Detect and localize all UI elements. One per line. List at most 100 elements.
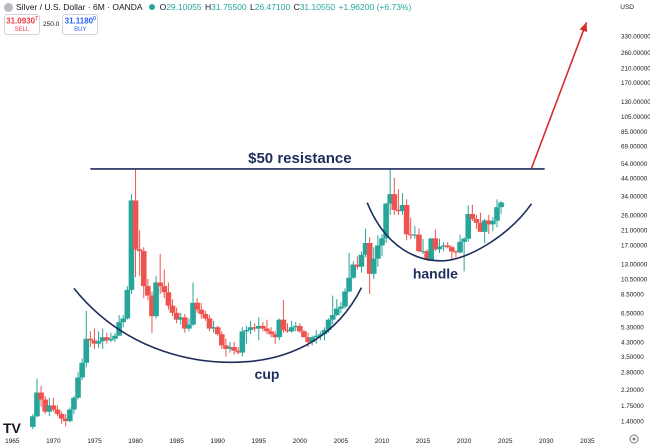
candle xyxy=(219,331,225,349)
candle xyxy=(481,218,488,243)
ohlc-high-value: 31.75500 xyxy=(211,2,247,12)
candle xyxy=(62,413,69,427)
candle-body xyxy=(338,306,344,309)
candle xyxy=(449,245,455,260)
candle-body xyxy=(440,245,447,247)
candle-body xyxy=(424,251,430,260)
candle xyxy=(54,405,61,417)
candle-body xyxy=(62,418,69,422)
candle-body xyxy=(239,331,246,353)
sell-price: 31.0930 xyxy=(6,16,36,26)
candle xyxy=(485,214,492,234)
candle xyxy=(87,331,94,348)
price-tick-label: 105.00000 xyxy=(621,114,650,121)
candle xyxy=(391,177,398,216)
candle-body xyxy=(120,318,127,323)
candle xyxy=(309,335,315,346)
time-tick-label: 1980 xyxy=(128,438,143,445)
candle xyxy=(362,228,369,258)
candle xyxy=(149,291,155,333)
candle-body xyxy=(481,220,488,232)
candle-body xyxy=(161,286,168,293)
candle-body xyxy=(362,242,369,255)
candle-body xyxy=(387,194,393,204)
candle xyxy=(83,310,90,368)
candle-body xyxy=(79,362,85,378)
symbol-title[interactable]: Silver / U.S. Dollar · 6M · OANDA xyxy=(16,2,143,12)
candle-body xyxy=(428,238,435,260)
candle xyxy=(50,397,57,412)
price-tick-label: 8.50000 xyxy=(621,291,644,298)
candle-body xyxy=(75,377,81,398)
candle xyxy=(247,320,254,335)
currency-label[interactable]: USD xyxy=(620,4,634,11)
candle-body xyxy=(165,292,172,306)
candle xyxy=(313,329,320,344)
candle xyxy=(120,315,127,328)
candle-body xyxy=(50,405,57,410)
candle-body xyxy=(42,399,48,412)
candle xyxy=(128,194,135,294)
candle-body xyxy=(412,234,418,236)
buy-button[interactable]: 31.11800 BUY xyxy=(62,14,99,35)
settings-gear-icon[interactable] xyxy=(629,434,639,444)
candle xyxy=(436,238,443,253)
candle-body xyxy=(182,317,188,329)
candle xyxy=(297,323,303,333)
candle xyxy=(243,325,250,344)
price-tick-label: 4.30000 xyxy=(621,339,644,346)
candle-body xyxy=(136,249,143,252)
candle xyxy=(387,169,393,216)
candle-body xyxy=(153,282,159,317)
candle xyxy=(75,372,81,400)
candle-body xyxy=(264,328,270,332)
candle-body xyxy=(157,282,163,287)
candle-body xyxy=(477,222,484,232)
candle-body xyxy=(30,416,36,427)
candle xyxy=(108,332,114,342)
candle-body xyxy=(95,341,102,344)
candle-body xyxy=(350,264,357,278)
candle xyxy=(38,386,44,407)
candle xyxy=(268,327,274,338)
candle-body xyxy=(317,334,324,336)
candle xyxy=(453,250,459,258)
ohlc-low-value: 26.47100 xyxy=(254,2,291,12)
candle-body xyxy=(403,204,410,235)
candle-body xyxy=(288,327,295,332)
candle xyxy=(67,407,73,423)
candle-body xyxy=(87,338,94,341)
candle xyxy=(235,347,242,355)
price-tick-label: 170.00000 xyxy=(621,80,650,87)
candle-body xyxy=(140,251,147,287)
candle-body xyxy=(108,338,114,341)
price-tick-label: 44.00000 xyxy=(621,175,648,182)
tradingview-logo-icon: TV xyxy=(3,420,22,436)
candle xyxy=(136,230,143,276)
candle xyxy=(498,200,504,214)
candle-body xyxy=(54,409,61,414)
candle xyxy=(239,327,246,357)
candle-body xyxy=(416,234,422,252)
time-tick-label: 2005 xyxy=(334,438,349,445)
price-tick-label: 260.00000 xyxy=(621,50,650,57)
candle-body xyxy=(284,329,291,332)
candle xyxy=(198,302,205,319)
sell-button[interactable]: 31.09307 SELL xyxy=(4,14,40,35)
candle xyxy=(71,395,77,414)
candle xyxy=(124,286,131,320)
handle-label: handle xyxy=(413,265,458,281)
candle-body xyxy=(436,246,443,250)
candle-body xyxy=(301,331,307,338)
candle-body xyxy=(465,214,472,239)
candle xyxy=(477,212,484,233)
candle-body xyxy=(112,335,118,339)
candle xyxy=(103,332,110,344)
candle-body xyxy=(194,302,200,310)
candle xyxy=(206,315,213,332)
candle-body xyxy=(453,251,459,253)
candle xyxy=(358,251,365,273)
time-tick-label: 2015 xyxy=(416,438,431,445)
candle-body xyxy=(346,277,352,292)
